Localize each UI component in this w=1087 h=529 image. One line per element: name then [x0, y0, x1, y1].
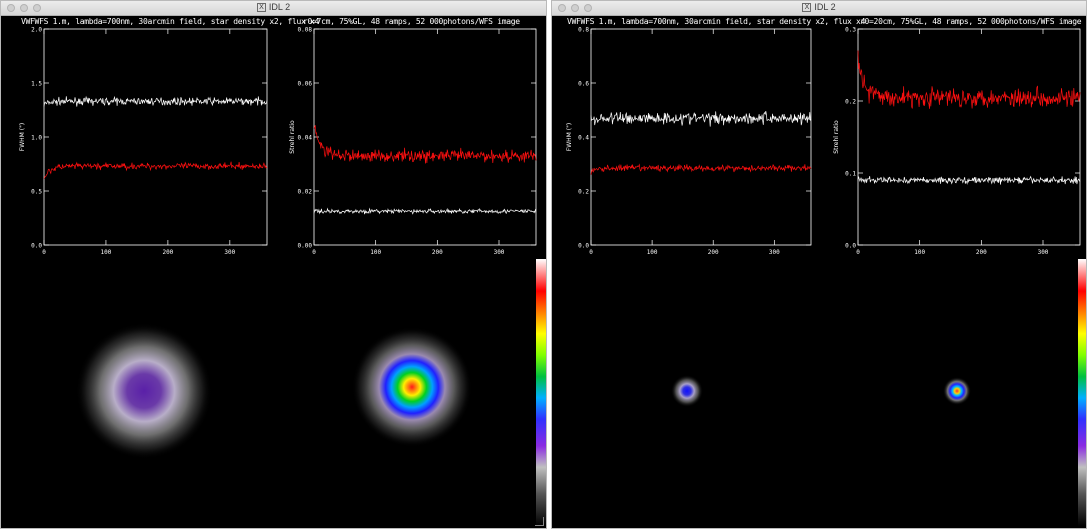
y-tick-label: 2.0 — [31, 27, 42, 34]
x-tick-label: 100 — [647, 249, 658, 256]
x-tick-label: 200 — [432, 249, 443, 256]
y-tick-label: 0.2 — [578, 189, 589, 196]
right-plot-title: r0=20cm, 75%GL, 48 ramps, 52 000photons/… — [860, 17, 1082, 26]
plot: 0.0 0.5 1.0 1.5 2.0 0 100 200 300 FWHM (") — [19, 27, 268, 256]
close-button[interactable] — [7, 4, 15, 12]
left-plot-title: VWFWFS 1.m, lambda=700nm, 30arcmin field… — [567, 17, 866, 26]
idl-canvas: VWFWFS 1.m, lambda=700nm, 30arcmin field… — [1, 16, 546, 528]
y-tick-label: 0.0 — [31, 243, 42, 250]
plot: 0.0 0.2 0.4 0.6 0.8 0 100 200 300 FWHM (") — [566, 27, 812, 256]
x-tick-label: 200 — [976, 249, 987, 256]
series-line — [857, 50, 1081, 109]
x-tick-label: 300 — [224, 249, 235, 256]
y-axis-label: Strehl ratio — [833, 120, 840, 154]
x-tick-label: 200 — [708, 249, 719, 256]
x-tick-label: 0 — [312, 249, 316, 256]
y-tick-label: 0.3 — [845, 27, 856, 34]
psf-image-right — [943, 377, 971, 405]
x-tick-label: 0 — [856, 249, 860, 256]
window-titlebar[interactable]: X IDL 2 — [552, 1, 1086, 16]
window-title: X IDL 2 — [552, 2, 1086, 13]
plot-frame — [313, 28, 537, 246]
series-line — [313, 125, 537, 164]
minimize-button[interactable] — [571, 4, 579, 12]
y-tick-label: 0.04 — [298, 135, 313, 142]
x-tick-label: 0 — [42, 249, 46, 256]
y-tick-label: 0.0 — [845, 243, 856, 250]
plot-frame — [590, 28, 812, 246]
series-line — [313, 207, 537, 215]
plot-frame — [857, 28, 1081, 246]
y-tick-label: 0.1 — [845, 171, 856, 178]
y-tick-label: 0.4 — [578, 135, 589, 142]
close-button[interactable] — [558, 4, 566, 12]
series-line — [43, 95, 268, 107]
idl-window-1[interactable]: X IDL 2 VWFWFS 1.m, lambda=700nm, 30arcmi… — [0, 0, 547, 529]
y-tick-label: 0.06 — [298, 81, 313, 88]
y-tick-label: 0.08 — [298, 27, 313, 34]
window-title: X IDL 2 — [1, 2, 546, 13]
y-tick-label: 0.0 — [578, 243, 589, 250]
series-line — [857, 175, 1081, 185]
y-tick-label: 1.5 — [31, 81, 42, 88]
psf-image-right — [352, 327, 472, 447]
x-tick-label: 100 — [101, 249, 112, 256]
window-controls — [7, 4, 41, 12]
resize-handle[interactable] — [535, 517, 544, 526]
window-titlebar[interactable]: X IDL 2 — [1, 1, 546, 16]
x11-icon: X — [256, 3, 266, 13]
x-tick-label: 300 — [769, 249, 780, 256]
series-line — [590, 163, 812, 175]
y-tick-label: 0.02 — [298, 189, 313, 196]
series-line — [43, 161, 268, 179]
y-axis-label: Strehl ratio — [289, 120, 296, 154]
psf-image-left — [671, 375, 703, 407]
y-tick-label: 0.6 — [578, 81, 589, 88]
right-plot-title: r0=7cm, 75%GL, 48 ramps, 52 000photons/W… — [303, 17, 520, 26]
window-controls — [558, 4, 592, 12]
x-tick-label: 100 — [370, 249, 381, 256]
y-tick-label: 0.8 — [578, 27, 589, 34]
x11-icon: X — [802, 3, 812, 13]
y-tick-label: 0.2 — [845, 99, 856, 106]
y-tick-label: 0.00 — [298, 243, 313, 250]
left-plot-title: VWFWFS 1.m, lambda=700nm, 30arcmin field… — [21, 17, 320, 26]
colorbar — [536, 259, 546, 526]
plot-frame — [43, 28, 268, 246]
y-axis-label: FWHM (") — [566, 123, 573, 151]
series-line — [590, 111, 812, 127]
x-tick-label: 100 — [914, 249, 925, 256]
x-tick-label: 300 — [1038, 249, 1049, 256]
zoom-button[interactable] — [584, 4, 592, 12]
y-axis-label: FWHM (") — [19, 123, 26, 151]
y-tick-label: 1.0 — [31, 135, 42, 142]
idl-canvas: VWFWFS 1.m, lambda=700nm, 30arcmin field… — [552, 16, 1086, 528]
y-tick-label: 0.5 — [31, 189, 42, 196]
zoom-button[interactable] — [33, 4, 41, 12]
x-tick-label: 0 — [589, 249, 593, 256]
plot: 0.0 0.1 0.2 0.3 0 100 200 300 Strehl ratio — [833, 27, 1081, 256]
colorbar — [1078, 259, 1086, 526]
x-tick-label: 300 — [494, 249, 505, 256]
plot: 0.00 0.02 0.04 0.06 0.08 0 100 200 300 Strehl rat… — [289, 27, 537, 256]
x-tick-label: 200 — [162, 249, 173, 256]
idl-window-2[interactable]: X IDL 2 VWFWFS 1.m, lambda=700nm, 30arcmi… — [551, 0, 1087, 529]
psf-image-left — [76, 323, 212, 459]
minimize-button[interactable] — [20, 4, 28, 12]
